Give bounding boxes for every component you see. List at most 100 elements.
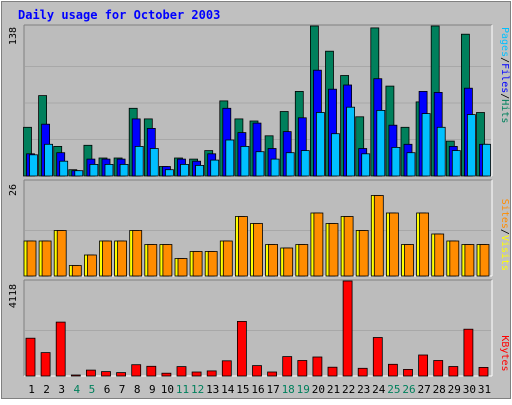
bar-sites-10 [162,244,173,277]
bar-pages-25 [391,146,401,177]
bar-pages-4 [74,170,84,177]
bar-kbytes-31 [478,366,489,377]
bar-sites-4 [71,265,82,277]
bar-pages-6 [104,163,114,177]
bar-sites-30 [464,244,475,277]
bar-sites-24 [373,195,384,277]
bar-kbytes-11 [176,366,187,377]
x-tick-label-26: 26 [402,383,415,396]
panel-kbytes: 4118 KBytes [8,279,510,377]
bar-sites-19 [298,244,309,277]
legend-hits: Pages/Files/Hits [499,27,510,123]
bar-kbytes-5 [86,369,96,377]
bar-sites-6 [102,240,112,277]
panel-hits: 138 Pages/Files/Hits [8,24,510,177]
bar-kbytes-27 [418,354,429,377]
bar-sites-31 [479,244,490,277]
x-tick-label-13: 13 [206,383,219,396]
x-tick-label-27: 27 [417,383,430,396]
bar-pages-18 [285,152,295,177]
bar-pages-20 [315,112,325,177]
bar-sites-5 [87,254,97,277]
x-tick-label-4: 4 [73,383,80,396]
bar-kbytes-8 [131,364,142,377]
bar-sites-22 [343,216,354,277]
bar-pages-15 [240,145,250,177]
x-tick-label-24: 24 [372,383,386,396]
bar-sites-8 [132,230,143,277]
bar-sites-25 [388,212,399,277]
legend-entry: / [499,57,510,63]
chart-panels: 138 Pages/Files/Hits 26Sites/Visits4118KBy… [8,24,510,377]
bar-kbytes-13 [206,370,217,377]
bar-sites-20 [313,212,324,277]
bar-kbytes-7 [116,372,126,377]
frame-outer-dark [1,1,511,399]
bar-kbytes-24 [372,337,383,377]
scale-label-hits: 138 [8,27,19,45]
x-tick-label-10: 10 [161,383,174,396]
x-tick-label-12: 12 [191,383,204,396]
x-tick-label-3: 3 [58,383,65,396]
bar-pages-30 [466,114,476,177]
bar-pages-10 [164,169,174,177]
x-tick-label-18: 18 [282,383,295,396]
bar-sites-23 [358,230,369,277]
x-axis-labels: 1 2 3 4 5 6 7 8 9 10 11 12 13 14 15 16 17 18 19 20 21 22 23 24 2… [28,383,491,396]
series-kbytes [25,280,489,377]
x-tick-label-15: 15 [236,383,249,396]
bar-sites-29 [449,240,460,277]
x-tick-label-6: 6 [104,383,111,396]
x-tick-label-1: 1 [28,383,35,396]
bar-kbytes-20 [312,356,323,377]
bar-sites-15 [237,216,248,277]
bar-sites-14 [222,240,233,277]
x-tick-label-23: 23 [357,383,370,396]
bar-sites-17 [268,244,279,277]
x-tick-label-8: 8 [134,383,141,396]
bar-pages-1 [29,154,38,177]
bar-pages-28 [436,126,446,177]
bar-pages-27 [421,113,431,177]
bar-pages-5 [89,163,99,177]
series-pages [29,106,491,177]
bar-pages-24 [376,110,386,177]
bar-kbytes-17 [267,371,278,377]
x-tick-label-2: 2 [43,383,50,396]
bar-pages-13 [210,159,220,177]
bar-kbytes-26 [403,368,413,377]
bar-sites-16 [253,223,263,277]
bar-kbytes-15 [236,320,247,377]
legend-entry: Sites [499,199,510,229]
bar-sites-2 [41,240,52,277]
bar-kbytes-16 [252,365,262,377]
bar-sites-9 [147,244,158,277]
bar-pages-31 [482,143,491,177]
scale-label-kbytes: 4118 [8,284,19,308]
chart-title: Daily usage for October 2003 [18,8,220,22]
bar-pages-22 [346,106,356,177]
x-tick-label-30: 30 [463,383,476,396]
bar-sites-18 [283,247,294,277]
bar-kbytes-19 [297,360,308,377]
x-tick-label-17: 17 [266,383,279,396]
bar-kbytes-21 [327,366,338,377]
legend-entry: / [499,93,510,99]
bar-pages-11 [180,163,189,177]
bar-pages-9 [149,148,159,177]
bar-kbytes-28 [433,360,444,377]
legend-entry: / [499,229,510,235]
bar-sites-28 [434,233,445,277]
legend-entry: Files [499,63,510,93]
bar-kbytes-23 [357,367,368,377]
bar-kbytes-30 [463,328,474,377]
panel-visits: 26 Sites/Visits [8,179,510,277]
bar-pages-2 [44,143,53,177]
bar-sites-27 [419,212,430,277]
bar-pages-14 [225,139,235,177]
x-tick-label-9: 9 [149,383,156,396]
bar-kbytes-25 [387,363,398,377]
bar-pages-23 [361,153,371,177]
